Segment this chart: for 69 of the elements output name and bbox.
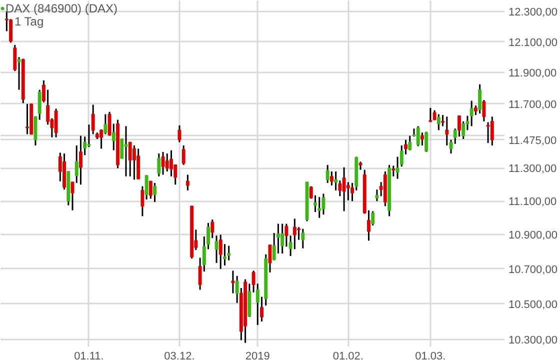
y-tick-label: 11.700,00: [508, 98, 557, 111]
candlestick: [392, 164, 396, 178]
candlestick: [453, 128, 457, 145]
candlestick: [227, 245, 231, 262]
chart-title: DAX (846900) (DAX): [6, 2, 118, 16]
candlestick: [34, 116, 38, 146]
candlestick: [170, 150, 173, 178]
candlestick: [54, 108, 58, 138]
candlestick: [292, 218, 296, 250]
candlestick: [350, 182, 354, 202]
candlestick: [157, 152, 161, 178]
candlestick: [301, 228, 305, 250]
candlestick: [165, 152, 169, 172]
candlestick: [182, 144, 186, 166]
candlestick: [132, 144, 136, 180]
candlestick: [26, 103, 29, 135]
candlestick: [470, 100, 474, 127]
candlestick: [140, 186, 144, 217]
candlestick: [124, 125, 128, 178]
candlestick: [70, 181, 74, 212]
y-tick-label: 11.900,00: [508, 68, 557, 80]
candlestick: [342, 166, 346, 212]
candlestick: [318, 196, 322, 219]
candlestick: [416, 125, 420, 147]
x-tick-label: 2019: [245, 350, 270, 362]
candlestick: [486, 121, 490, 144]
candlestick: [436, 113, 440, 131]
x-tick-label: 01.11.: [74, 350, 104, 362]
y-tick-label: 10.700,00: [508, 264, 558, 276]
y-tick-label: 10.500,00: [508, 298, 558, 311]
y-tick-label: 11.475,00: [508, 134, 557, 147]
x-tick-label: 03.12.: [164, 350, 195, 362]
y-tick-label: 12.100,00: [508, 36, 558, 49]
candlestick: [78, 135, 82, 186]
candlestick: [218, 234, 222, 270]
candlestick: [13, 44, 17, 72]
candlestick: [87, 124, 91, 148]
candlestick: [231, 270, 235, 294]
candlestick: [91, 104, 95, 135]
candlestick: [120, 138, 124, 159]
candlestick: [424, 131, 428, 153]
candlestick: [186, 174, 190, 192]
candlestick: [346, 181, 350, 202]
y-tick-label: 10.300,00: [508, 334, 558, 346]
candlestick: [428, 107, 432, 123]
candlestick: [144, 174, 148, 200]
y-tick-label: 11.300,00: [508, 163, 557, 176]
y-tick-label: 11.100,00: [508, 196, 557, 208]
candlestick: [104, 113, 108, 135]
candlestick: [128, 141, 132, 178]
y-tick-label: 12.300,00: [508, 6, 558, 19]
x-tick-label: 01.03.: [415, 350, 446, 362]
y-tick-label: 10.900,00: [508, 230, 558, 242]
candlestick: [17, 56, 21, 91]
candlestick: [153, 182, 157, 203]
candlestick: [322, 192, 326, 216]
candlestick: [490, 116, 494, 146]
candlestick: [280, 223, 284, 254]
candlestick: [136, 148, 140, 180]
x-tick-label: 01.02.: [332, 350, 364, 362]
annotation: 1 Tag: [14, 14, 44, 28]
candlestick: [445, 116, 449, 146]
candlestick: [420, 132, 424, 146]
candlestick: [326, 164, 330, 184]
candlestick: [449, 139, 453, 154]
candlestick: [408, 135, 412, 152]
candlestick: [148, 180, 152, 200]
candlestick: [375, 188, 379, 202]
candlestick: [178, 124, 182, 143]
